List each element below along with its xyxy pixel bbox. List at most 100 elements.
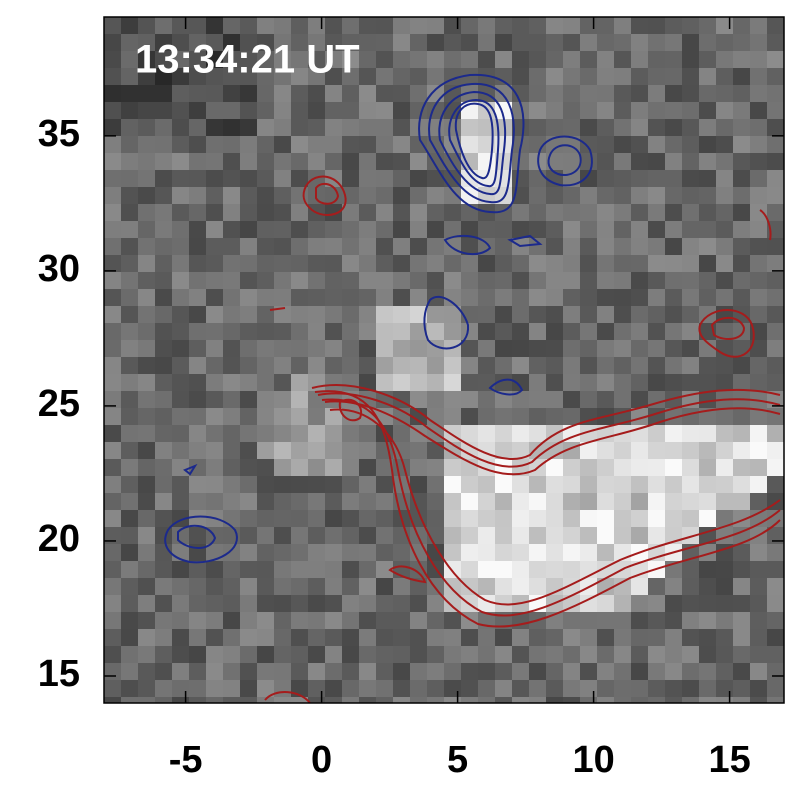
image-pixel — [291, 646, 309, 664]
image-pixel — [597, 136, 615, 154]
image-pixel — [597, 340, 615, 358]
image-pixel — [478, 289, 496, 307]
image-pixel — [325, 340, 343, 358]
image-pixel — [546, 204, 564, 222]
image-pixel — [223, 204, 241, 222]
image-pixel — [104, 391, 122, 409]
image-pixel — [359, 136, 377, 154]
image-pixel — [308, 85, 326, 103]
image-pixel — [342, 578, 360, 596]
image-pixel — [223, 68, 241, 86]
image-pixel — [716, 187, 734, 205]
image-pixel — [138, 187, 156, 205]
image-pixel — [444, 306, 462, 324]
image-pixel — [597, 204, 615, 222]
image-pixel — [206, 85, 224, 103]
image-pixel — [597, 697, 615, 703]
image-pixel — [614, 510, 632, 528]
image-pixel — [580, 697, 598, 703]
image-pixel — [206, 340, 224, 358]
image-pixel — [716, 493, 734, 511]
image-pixel — [699, 255, 717, 273]
image-pixel — [172, 459, 190, 477]
image-pixel — [767, 323, 784, 341]
image-pixel — [767, 51, 784, 69]
image-pixel — [444, 51, 462, 69]
image-pixel — [512, 561, 530, 579]
image-pixel — [155, 34, 173, 52]
image-pixel — [223, 493, 241, 511]
image-pixel — [138, 646, 156, 664]
image-pixel — [274, 391, 292, 409]
image-pixel — [410, 17, 428, 35]
image-pixel — [750, 442, 768, 460]
image-pixel — [597, 595, 615, 613]
image-pixel — [155, 289, 173, 307]
image-pixel — [427, 680, 445, 698]
image-pixel — [206, 170, 224, 188]
image-pixel — [427, 85, 445, 103]
image-pixel — [614, 306, 632, 324]
image-pixel — [121, 680, 139, 698]
image-pixel — [750, 408, 768, 426]
image-pixel — [614, 391, 632, 409]
image-pixel — [223, 527, 241, 545]
image-pixel — [291, 323, 309, 341]
image-pixel — [699, 17, 717, 35]
image-pixel — [461, 340, 479, 358]
image-pixel — [580, 68, 598, 86]
image-pixel — [189, 272, 207, 290]
image-pixel — [189, 204, 207, 222]
image-pixel — [648, 374, 666, 392]
y-tick-label: 35 — [38, 113, 80, 155]
image-pixel — [240, 238, 258, 256]
image-pixel — [240, 374, 258, 392]
image-pixel — [104, 51, 122, 69]
image-pixel — [325, 119, 343, 137]
image-pixel — [274, 153, 292, 171]
image-pixel — [257, 425, 275, 443]
image-pixel — [444, 204, 462, 222]
image-pixel — [393, 68, 411, 86]
image-pixel — [121, 425, 139, 443]
image-pixel — [138, 119, 156, 137]
image-pixel — [393, 119, 411, 137]
image-pixel — [206, 119, 224, 137]
image-pixel — [172, 561, 190, 579]
image-pixel — [580, 119, 598, 137]
image-pixel — [461, 357, 479, 375]
image-pixel — [121, 204, 139, 222]
image-pixel — [631, 561, 649, 579]
image-pixel — [682, 255, 700, 273]
image-pixel — [529, 646, 547, 664]
image-pixel — [342, 544, 360, 562]
image-pixel — [410, 187, 428, 205]
image-pixel — [495, 357, 513, 375]
image-pixel — [172, 119, 190, 137]
image-pixel — [716, 459, 734, 477]
image-pixel — [104, 170, 122, 188]
image-pixel — [342, 289, 360, 307]
image-pixel — [444, 629, 462, 647]
image-pixel — [563, 510, 581, 528]
image-pixel — [342, 561, 360, 579]
image-pixel — [682, 289, 700, 307]
image-pixel — [427, 357, 445, 375]
image-pixel — [376, 170, 394, 188]
image-pixel — [767, 459, 784, 477]
image-pixel — [597, 391, 615, 409]
image-pixel — [750, 663, 768, 681]
image-pixel — [461, 697, 479, 703]
image-pixel — [410, 561, 428, 579]
image-pixel — [155, 51, 173, 69]
image-pixel — [529, 425, 547, 443]
image-pixel — [427, 476, 445, 494]
image-pixel — [444, 340, 462, 358]
image-pixel — [104, 204, 122, 222]
image-pixel — [614, 578, 632, 596]
image-pixel — [172, 425, 190, 443]
image-pixel — [597, 51, 615, 69]
image-pixel — [104, 119, 122, 137]
image-pixel — [138, 578, 156, 596]
image-pixel — [172, 374, 190, 392]
